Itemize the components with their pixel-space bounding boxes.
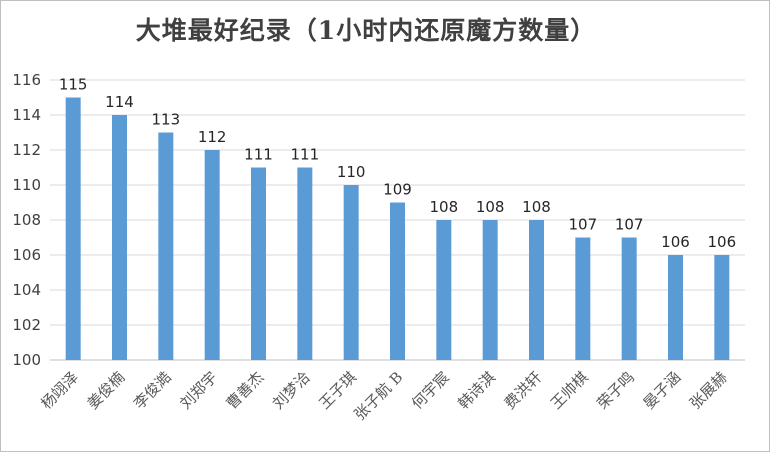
x-tick-label: 王帅棋 — [547, 368, 592, 413]
data-label: 114 — [105, 93, 134, 111]
x-tick-label: 张展赫 — [686, 368, 731, 413]
x-tick-label: 荣子鸣 — [593, 368, 638, 413]
x-tick-label: 张子航 B — [351, 368, 407, 424]
bar — [65, 97, 81, 360]
y-tick-label: 114 — [12, 106, 41, 124]
data-label: 106 — [708, 233, 737, 251]
data-label: 107 — [569, 216, 598, 234]
x-tick-label: 刘郑宇 — [176, 368, 221, 413]
bar — [482, 220, 498, 360]
bar — [436, 220, 452, 360]
y-tick-label: 104 — [12, 281, 41, 299]
data-label: 111 — [291, 146, 320, 164]
y-tick-label: 102 — [12, 316, 41, 334]
bar — [158, 132, 174, 360]
x-tick-label: 曹善杰 — [223, 368, 268, 413]
x-tick-label: 王子琪 — [315, 368, 360, 413]
data-label: 110 — [337, 163, 366, 181]
data-label: 108 — [476, 198, 505, 216]
bar — [390, 202, 405, 360]
x-tick-label: 刘梦洽 — [269, 368, 314, 413]
y-tick-label: 112 — [12, 141, 41, 159]
y-tick-label: 106 — [12, 246, 41, 264]
bar — [714, 255, 730, 360]
data-label: 113 — [152, 111, 181, 129]
bar — [112, 115, 127, 360]
x-tick-label: 韩诗淇 — [454, 368, 499, 413]
x-tick-label: 姜俊楠 — [84, 368, 129, 413]
data-label: 106 — [661, 233, 690, 251]
y-tick-label: 108 — [12, 211, 41, 229]
y-tick-label: 100 — [12, 351, 41, 369]
data-label: 115 — [59, 76, 88, 94]
data-label: 107 — [615, 216, 644, 234]
data-label: 108 — [522, 198, 551, 216]
y-tick-label: 116 — [12, 71, 41, 89]
x-tick-label: 晏子涵 — [640, 368, 685, 413]
data-label: 112 — [198, 128, 227, 146]
x-tick-label: 杨翊泽 — [37, 368, 82, 413]
bar — [621, 237, 637, 360]
data-label: 109 — [383, 181, 412, 199]
bar — [575, 237, 591, 360]
bar — [668, 255, 683, 360]
x-tick-label: 费洪轩 — [501, 368, 546, 413]
chart-title: 大堆最好纪录（1小时内还原魔方数量） — [135, 16, 597, 45]
data-label: 108 — [430, 198, 459, 216]
bar — [343, 185, 359, 360]
bar — [251, 167, 266, 360]
bar — [204, 150, 220, 360]
bar — [297, 167, 313, 360]
x-tick-label: 李俊澔 — [130, 368, 175, 413]
x-tick-label: 何宇宸 — [408, 368, 453, 413]
y-tick-label: 110 — [12, 176, 41, 194]
data-label: 111 — [244, 146, 273, 164]
bar — [529, 220, 544, 360]
